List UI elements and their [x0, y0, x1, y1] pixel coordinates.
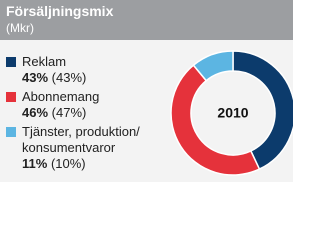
previous-value-label: (47%) [51, 105, 87, 120]
donut-slice [170, 64, 261, 176]
legend-swatch [6, 127, 16, 137]
legend-label: Tjänster, produktion/ konsumentvaror [22, 124, 140, 155]
chart-subtitle: (Mkr) [6, 21, 34, 35]
value-label: 46% [22, 105, 49, 120]
previous-value-label: (10%) [50, 156, 86, 171]
chart-title: Försäljningsmix [6, 3, 114, 19]
center-label: 2010 [217, 105, 248, 121]
chart: Försäljningsmix (Mkr) Reklam 43% (43%) Abo… [0, 0, 293, 182]
header: Försäljningsmix (Mkr) [0, 0, 293, 40]
legend-swatch [6, 92, 16, 102]
legend-value: 11% (10%) [22, 156, 156, 172]
legend-swatch [6, 57, 16, 67]
legend-item: Reklam 43% (43%) [6, 54, 156, 86]
legend-value: 46% (47%) [22, 105, 156, 121]
donut-slice [192, 50, 234, 82]
legend-value: 43% (43%) [22, 70, 156, 86]
donut: 2010 [170, 50, 293, 176]
previous-value-label: (43%) [51, 70, 87, 85]
value-label: 43% [22, 70, 49, 85]
value-label: 11% [22, 156, 48, 171]
legend-label: Reklam [22, 54, 67, 69]
legend-label: Abonnemang [22, 89, 100, 104]
legend-item: Abonnemang 46% (47%) [6, 89, 156, 121]
legend-item: Tjänster, produktion/ konsumentvaror 11% … [6, 124, 156, 172]
